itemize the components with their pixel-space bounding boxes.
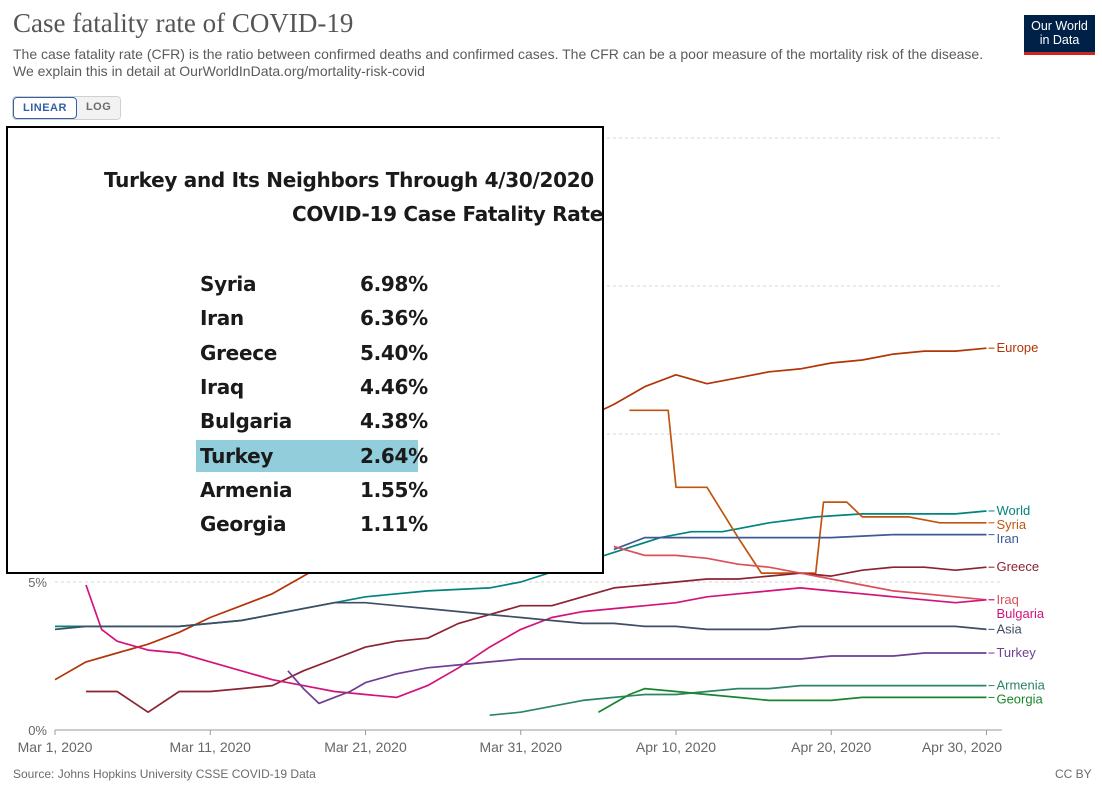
overlay-country: Greece [200,340,278,365]
overlay-row: Iraq 4.46% [196,371,428,403]
chart-subtitle: The case fatality rate (CFR) is the rati… [13,46,984,79]
overlay-row: Iran 6.36% [196,302,428,334]
overlay-country: Turkey [200,443,274,468]
overlay-cfr-value: 5.40% [360,340,428,365]
x-tick-label: Mar 31, 2020 [479,739,562,755]
overlay-country: Georgia [200,512,287,537]
series-line-bulgaria [85,584,987,699]
series-label-europe: Europe [996,340,1038,355]
overlay-cfr-value: 6.98% [360,272,428,296]
series-label-syria: Syria [996,517,1026,532]
overlay-cfr-value: 6.36% [360,306,428,331]
series-label-iran: Iran [996,531,1018,546]
overlay-row: Syria 6.98% [196,268,428,300]
overlay-row: Bulgaria 4.38% [196,405,428,437]
series-line-georgia [597,687,987,713]
overlay-country: Armenia [200,477,293,502]
x-tick-label: Apr 20, 2020 [791,739,871,755]
series-line-syria [629,409,987,574]
overlay-cfr-value: 1.11% [360,512,428,537]
cfr-overlay-table: Turkey and Its Neighbors Through 4/30/20… [6,126,604,574]
overlay-row: Greece 5.40% [196,337,428,369]
y-tick-label: 5% [28,575,47,590]
x-tick-label: Mar 21, 2020 [324,739,407,755]
overlay-row: Georgia 1.11% [196,508,428,540]
series-line-iran [613,533,987,551]
series-label-world: World [996,503,1030,518]
owid-logo[interactable]: Our World in Data [1024,15,1095,55]
series-line-greece [86,566,987,714]
series-label-armenia: Armenia [996,678,1045,693]
series-line-asia [54,601,987,631]
overlay-cfr-value: 1.55% [360,477,428,502]
overlay-country: Bulgaria [200,409,292,434]
series-label-georgia: Georgia [996,692,1043,707]
logo-line-2: in Data [1039,33,1080,47]
overlay-row: Armenia 1.55% [196,474,428,506]
x-tick-label: Mar 11, 2020 [170,739,252,755]
overlay-cfr-value: 2.64% [360,443,428,468]
license-note[interactable]: CC BY [1055,767,1092,781]
x-tick-label: Apr 30, 2020 [922,739,1002,755]
source-note[interactable]: Source: Johns Hopkins University CSSE CO… [13,767,316,781]
series-label-turkey: Turkey [996,645,1036,660]
logo-line-1: Our World [1031,19,1088,33]
overlay-cfr-value: 4.38% [360,409,428,434]
linear-scale-button[interactable]: LINEAR [13,97,77,119]
x-tick-label: Apr 10, 2020 [636,739,716,755]
log-scale-button[interactable]: LOG [76,97,121,119]
series-line-turkey [287,652,987,705]
series-label-asia: Asia [996,621,1022,636]
overlay-country: Iran [200,306,244,331]
x-tick-label: Mar 1, 2020 [18,739,93,755]
series-label-bulgaria: Bulgaria [996,606,1044,621]
overlay-country: Syria [200,272,257,296]
series-label-iraq: Iraq [996,592,1018,607]
chart-title: Case fatality rate of COVID-19 [13,8,354,38]
overlay-title: Turkey and Its Neighbors Through 4/30/20… [104,168,594,192]
overlay-subtitle: COVID-19 Case Fatality Rate [292,202,603,226]
series-line-armenia [489,684,987,717]
overlay-row: Turkey 2.64% [196,439,428,472]
overlay-cfr-value: 4.46% [360,374,428,399]
series-line-iraq [613,545,987,601]
y-tick-label: 0% [28,723,47,738]
series-label-greece: Greece [996,559,1039,574]
scale-toggle: LINEAR LOG [12,96,122,120]
overlay-country: Iraq [200,374,244,399]
